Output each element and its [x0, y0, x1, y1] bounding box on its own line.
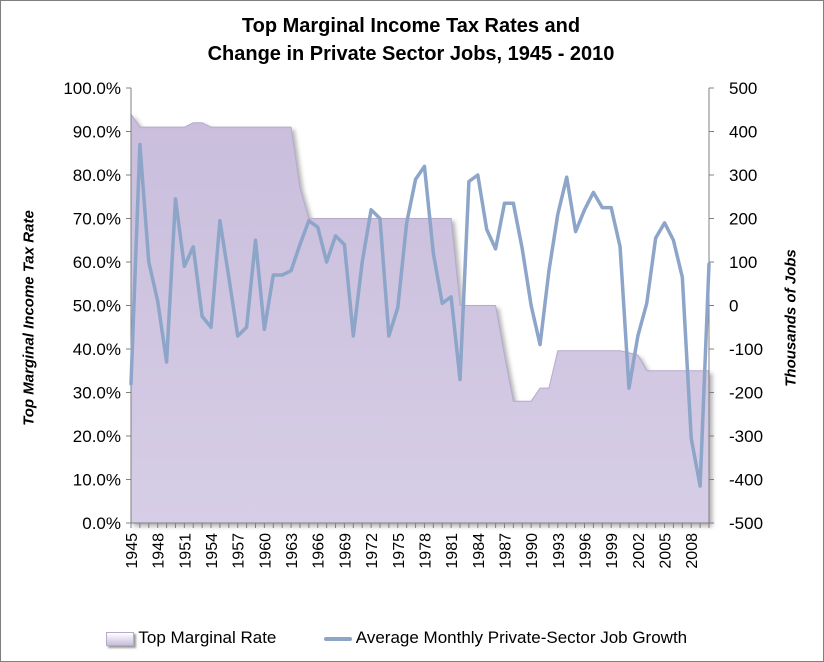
- legend-label-job-growth: Average Monthly Private-Sector Job Growt…: [355, 628, 688, 647]
- legend-item-job-growth: Average Monthly Private-Sector Job Growt…: [324, 628, 687, 648]
- chart-title: Top Marginal Income Tax Rates and Change…: [0, 12, 822, 68]
- x-tick-label: 1951: [177, 533, 194, 569]
- x-tick-label: 1948: [151, 533, 168, 569]
- x-tick-label: 1987: [497, 533, 514, 569]
- right-tick-label: -100: [729, 340, 763, 359]
- right-tick-label: 400: [729, 123, 757, 142]
- chart-title-line-2: Change in Private Sector Jobs, 1945 - 20…: [207, 43, 615, 65]
- legend-swatch-line: [324, 636, 352, 641]
- left-tick-label: 80.0%: [73, 166, 121, 185]
- left-tick-label: 100.0%: [63, 79, 121, 98]
- x-tick-label: 1969: [337, 533, 354, 569]
- x-tick-label: 1960: [257, 533, 274, 569]
- line-series-job-growth: [129, 142, 711, 488]
- right-tick-label: 0: [729, 297, 738, 316]
- x-tick-label: 2005: [658, 533, 675, 569]
- x-tick-label: 1999: [604, 533, 621, 569]
- legend-swatch-area: [106, 631, 134, 646]
- right-tick-label: -400: [729, 471, 763, 490]
- right-tick-label: -200: [729, 384, 763, 403]
- right-tick-label: 300: [729, 166, 757, 185]
- left-tick-label: 50.0%: [73, 297, 121, 316]
- left-tick-label: 20.0%: [73, 427, 121, 446]
- x-tick-label: 2008: [684, 533, 701, 569]
- legend-label-top-marginal-rate: Top Marginal Rate: [138, 628, 277, 647]
- x-tick-label: 1993: [551, 533, 568, 569]
- right-tick-label: 500: [729, 79, 757, 98]
- left-tick-label: 10.0%: [73, 471, 121, 490]
- x-tick-label: 1996: [578, 533, 595, 569]
- right-tick-label: 200: [729, 210, 757, 229]
- x-tick-label: 1945: [124, 533, 141, 569]
- right-tick-label: -500: [729, 514, 763, 533]
- left-tick-label: 90.0%: [73, 123, 121, 142]
- left-tick-label: 60.0%: [73, 253, 121, 272]
- left-tick-label: 70.0%: [73, 210, 121, 229]
- legend-item-top-marginal-rate: Top Marginal Rate: [106, 628, 276, 648]
- right-tick-label: -300: [729, 427, 763, 446]
- x-tick-label: 1978: [417, 533, 434, 569]
- x-tick-label: 2002: [631, 533, 648, 569]
- x-tick-label: 1984: [471, 533, 488, 569]
- x-tick-label: 1981: [444, 533, 461, 569]
- x-tick-label: 1975: [391, 533, 408, 569]
- left-tick-label: 40.0%: [73, 340, 121, 359]
- x-tick-label: 1966: [311, 533, 328, 569]
- x-tick-label: 1963: [284, 533, 301, 569]
- x-tick-label: 1990: [524, 533, 541, 569]
- chart-title-line-1: Top Marginal Income Tax Rates and: [241, 15, 581, 37]
- right-tick-label: 100: [729, 253, 757, 272]
- x-tick-label: 1957: [231, 533, 248, 569]
- x-tick-label: 1954: [204, 533, 221, 569]
- left-tick-label: 0.0%: [82, 514, 121, 533]
- left-tick-label: 30.0%: [73, 384, 121, 403]
- x-tick-label: 1972: [364, 533, 381, 569]
